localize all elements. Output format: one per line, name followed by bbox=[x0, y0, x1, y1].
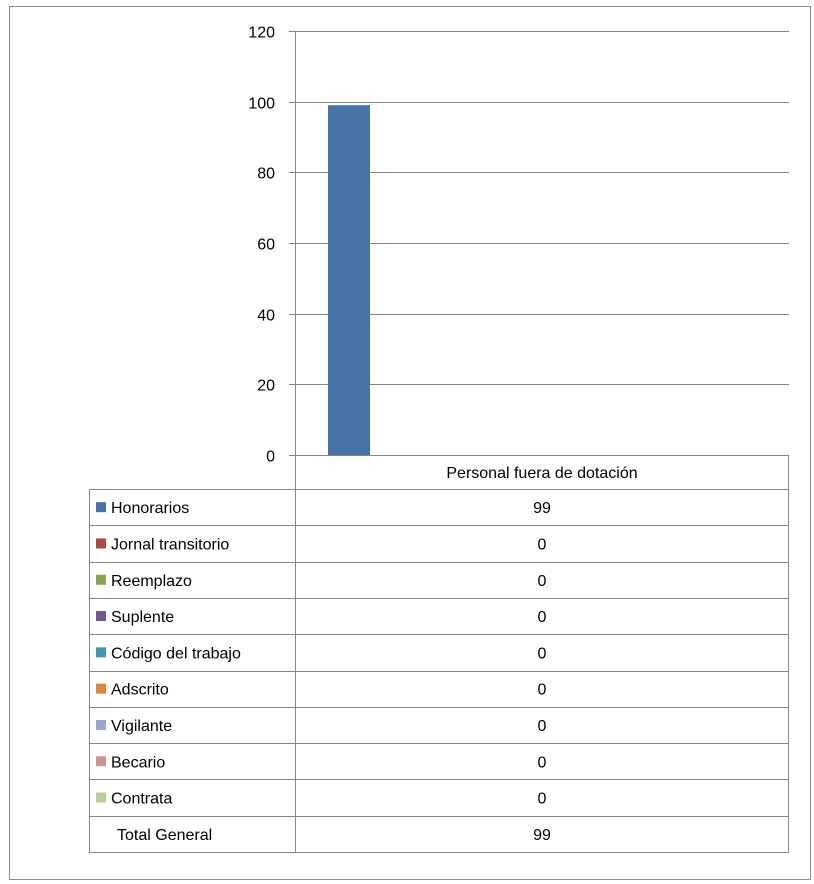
series-label: Adscrito bbox=[111, 682, 169, 699]
legend-swatch bbox=[96, 792, 106, 803]
legend-swatch bbox=[96, 502, 106, 513]
y-tick-label: 60 bbox=[257, 237, 275, 254]
bar-honorarios bbox=[328, 105, 370, 455]
y-tick-label: 0 bbox=[266, 449, 275, 466]
total-label: Total General bbox=[117, 827, 212, 844]
chart-frame bbox=[9, 6, 811, 880]
data-value: 0 bbox=[538, 682, 547, 699]
series-label: Reemplazo bbox=[111, 573, 192, 590]
data-value: 0 bbox=[538, 536, 547, 553]
series-label: Suplente bbox=[111, 609, 174, 626]
data-table: Personal fuera de dotación Honorarios 99 Jo… bbox=[89, 455, 789, 853]
legend-swatch bbox=[96, 719, 106, 730]
legend-swatch bbox=[96, 538, 106, 549]
legend-swatch bbox=[96, 574, 106, 585]
data-value: 0 bbox=[538, 573, 547, 590]
data-value: 99 bbox=[533, 500, 551, 517]
data-value: 0 bbox=[538, 754, 547, 771]
data-value: 0 bbox=[538, 718, 547, 735]
data-value: 0 bbox=[538, 791, 547, 808]
legend-swatch bbox=[96, 683, 106, 694]
legend-swatch bbox=[96, 611, 106, 622]
series-label: Contrata bbox=[111, 791, 172, 808]
y-tick-label: 20 bbox=[257, 378, 275, 395]
y-tick-label: 40 bbox=[257, 308, 275, 325]
y-tick-label: 100 bbox=[248, 96, 275, 113]
bars bbox=[328, 105, 370, 455]
series-label: Código del trabajo bbox=[111, 645, 241, 662]
series-label: Becario bbox=[111, 754, 165, 771]
data-value: 0 bbox=[538, 645, 547, 662]
data-value: 0 bbox=[538, 609, 547, 626]
y-tick-label: 80 bbox=[257, 166, 275, 183]
total-value: 99 bbox=[533, 827, 551, 844]
legend-swatch bbox=[96, 647, 106, 658]
category-label: Personal fuera de dotación bbox=[446, 465, 637, 482]
series-label: Vigilante bbox=[111, 718, 172, 735]
series-label: Jornal transitorio bbox=[111, 536, 229, 553]
legend-swatch bbox=[96, 756, 106, 767]
y-axis: 0 20 40 60 80 100 120 bbox=[248, 25, 296, 489]
series-label: Honorarios bbox=[111, 500, 189, 517]
y-tick-label: 120 bbox=[248, 25, 275, 42]
